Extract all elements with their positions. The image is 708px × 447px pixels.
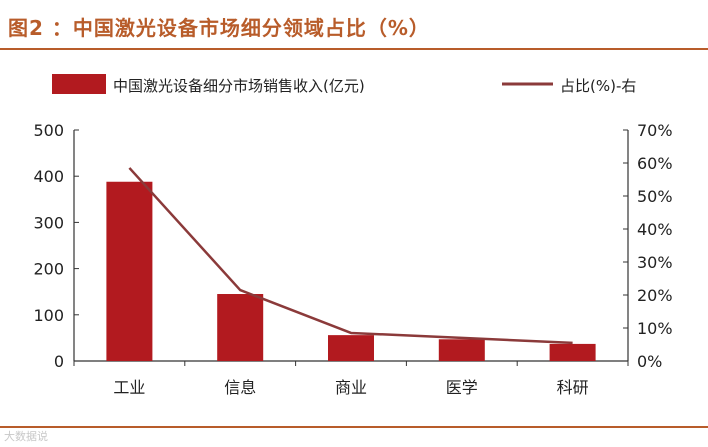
right-tick-label: 50% bbox=[637, 187, 673, 206]
right-tick-label: 20% bbox=[637, 286, 673, 305]
right-tick-label: 70% bbox=[637, 121, 673, 140]
title-divider bbox=[0, 48, 708, 50]
legend-line-label: 占比(%)-右 bbox=[560, 77, 636, 95]
share-line bbox=[128, 167, 573, 345]
axes: 0 100 200 300 400 500 0% 10% 20% 30% 40% 50% 60% 70% 工… bbox=[33, 121, 672, 397]
x-tick-label: 商业 bbox=[335, 378, 367, 397]
right-tick-label: 0% bbox=[637, 352, 662, 371]
left-tick-label: 500 bbox=[33, 121, 64, 140]
figure-title: 图2 ：中国激光设备市场细分领域占比（%） bbox=[8, 16, 430, 40]
watermark: 大数据说 bbox=[4, 430, 48, 443]
left-tick-label: 300 bbox=[33, 213, 64, 232]
bottom-divider bbox=[0, 426, 708, 428]
bar bbox=[217, 294, 264, 361]
left-tick-label: 0 bbox=[54, 352, 64, 371]
line-series bbox=[128, 167, 573, 345]
x-tick-label: 医学 bbox=[446, 378, 478, 397]
x-tick-label: 信息 bbox=[224, 378, 256, 397]
x-tick-label: 科研 bbox=[557, 378, 589, 397]
right-tick-label: 60% bbox=[637, 154, 673, 173]
left-tick-label: 400 bbox=[33, 167, 64, 186]
left-tick-label: 100 bbox=[33, 306, 64, 325]
bar bbox=[328, 335, 374, 361]
bar bbox=[549, 343, 596, 361]
legend-bar-swatch bbox=[52, 74, 106, 94]
right-tick-label: 40% bbox=[637, 220, 673, 239]
left-tick-label: 200 bbox=[33, 260, 64, 279]
right-tick-label: 30% bbox=[637, 253, 673, 272]
x-tick-label: 工业 bbox=[113, 378, 145, 397]
bar bbox=[438, 339, 485, 361]
legend: 中国激光设备细分市场销售收入(亿元) 占比(%)-右 bbox=[52, 74, 636, 95]
legend-bar-label: 中国激光设备细分市场销售收入(亿元) bbox=[113, 77, 365, 95]
bar-series bbox=[106, 181, 596, 361]
bar bbox=[106, 181, 153, 361]
right-tick-label: 10% bbox=[637, 319, 673, 338]
